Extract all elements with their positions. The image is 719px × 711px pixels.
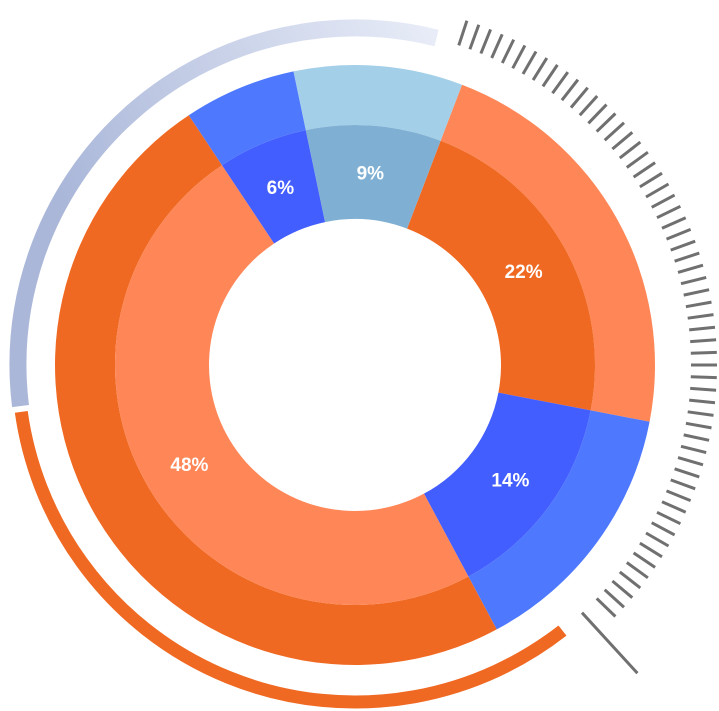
tick-mark (685, 300, 712, 309)
tick-mark (457, 20, 469, 46)
tick-mark (587, 103, 608, 125)
tick-mark (541, 64, 559, 88)
tick-mark (685, 421, 712, 430)
tick-mark (661, 500, 687, 514)
tick-mark (632, 161, 656, 179)
tick-mark (670, 239, 696, 252)
outer-slice-4 (188, 71, 306, 166)
tick-mark (665, 228, 692, 241)
decor-arc-orange (14, 410, 567, 709)
tick-mark (656, 510, 682, 526)
tick-mark (560, 78, 580, 102)
tick-marks (457, 20, 717, 675)
tick-mark (490, 33, 504, 59)
tick-mark (690, 386, 717, 392)
tick-mark (479, 28, 492, 55)
tick-mark (521, 50, 538, 75)
tick-mark (683, 433, 710, 442)
inner-slice-1 (407, 140, 596, 411)
tick-mark (603, 121, 626, 142)
tick-mark (595, 112, 617, 133)
slice-label-3: 48% (170, 455, 208, 476)
inner-slice-4 (222, 130, 326, 244)
tick-mark (677, 263, 704, 274)
tick-mark (650, 193, 676, 209)
tick-mark (645, 182, 670, 199)
tick-mark-long (580, 611, 639, 675)
tick-mark (670, 478, 696, 491)
inner-slice-5 (305, 124, 441, 229)
slice-label-1: 22% (505, 262, 543, 283)
tick-mark (511, 44, 527, 70)
tick-mark (618, 140, 642, 160)
tick-mark (687, 410, 714, 417)
tick-mark (650, 521, 676, 537)
tick-mark (645, 531, 670, 548)
outer-slice-5 (293, 65, 463, 141)
inner-slice-3 (114, 165, 469, 606)
slice-label-4: 6% (267, 178, 295, 199)
tick-mark (500, 38, 516, 64)
tick-mark (632, 551, 656, 569)
tick-mark (677, 456, 704, 467)
inner-ring (114, 124, 596, 606)
tick-mark (690, 350, 717, 355)
slice-label-5: 9% (357, 164, 385, 185)
tick-mark (665, 489, 692, 502)
tick-mark (625, 150, 649, 169)
outer-slice-2 (468, 410, 650, 630)
tick-mark (689, 398, 716, 405)
tick-mark (674, 467, 700, 479)
tick-mark (656, 204, 682, 220)
tick-mark (603, 588, 626, 609)
tick-mark (680, 444, 707, 455)
tick-mark (468, 24, 481, 50)
slice-labels: 22% 14% 48% 6% 9% (170, 164, 542, 492)
outer-slice-1 (440, 84, 656, 422)
decorative-arcs (9, 19, 567, 709)
tick-mark (680, 275, 707, 286)
tick-mark (531, 57, 549, 81)
tick-mark (639, 171, 663, 189)
tick-mark (690, 338, 717, 344)
tick-mark (674, 251, 700, 263)
inner-slice-2 (423, 392, 591, 577)
tick-mark (689, 325, 716, 332)
tick-mark (683, 288, 710, 297)
tick-mark (551, 71, 570, 95)
tick-mark (639, 541, 663, 559)
tick-mark (611, 579, 634, 599)
slice-label-2: 14% (491, 470, 529, 491)
tick-mark (625, 561, 649, 580)
tick-mark (569, 86, 589, 109)
outer-slice-3 (54, 115, 497, 665)
tick-mark (690, 375, 717, 380)
outer-ring (54, 65, 656, 665)
tick-mark (595, 597, 617, 618)
decor-arc-blue (9, 19, 439, 408)
tick-mark (661, 216, 687, 230)
tick-mark (618, 570, 642, 590)
tick-mark (611, 131, 634, 151)
tick-mark (687, 313, 714, 320)
tick-mark (578, 94, 599, 117)
